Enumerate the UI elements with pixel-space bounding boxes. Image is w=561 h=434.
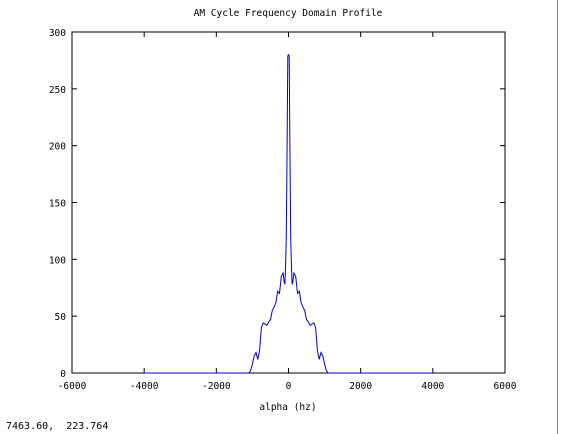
y-tick-label: 50 — [55, 312, 67, 323]
series-layer — [144, 53, 433, 374]
chart-title: AM Cycle Frequency Domain Profile — [194, 8, 383, 19]
series-line — [144, 53, 433, 374]
x-tick-label: -2000 — [202, 381, 231, 392]
x-tick-label: 2000 — [349, 381, 372, 392]
y-tick-label: 100 — [49, 255, 66, 266]
coordinate-readout: 7463.60, 223.764 — [6, 421, 109, 432]
x-tick-label: 0 — [286, 381, 292, 392]
y-tick-label: 200 — [49, 142, 66, 153]
y-tick-label: 150 — [49, 199, 66, 210]
x-tick-label: 4000 — [421, 381, 444, 392]
plot-frame — [71, 31, 506, 374]
x-axis-label: alpha (hz) — [259, 402, 316, 413]
x-tick-label: 6000 — [494, 381, 517, 392]
y-tick-label: 250 — [49, 85, 66, 96]
y-tick-label: 0 — [60, 369, 66, 380]
x-tick-label: -4000 — [130, 381, 159, 392]
axis-ticks: -6000 -4000 -2000 0 2000 4000 6000 0 50 100 150 200… — [49, 28, 517, 392]
y-tick-label: 300 — [49, 28, 66, 39]
x-tick-label: -6000 — [58, 381, 87, 392]
window-divider — [557, 0, 558, 434]
